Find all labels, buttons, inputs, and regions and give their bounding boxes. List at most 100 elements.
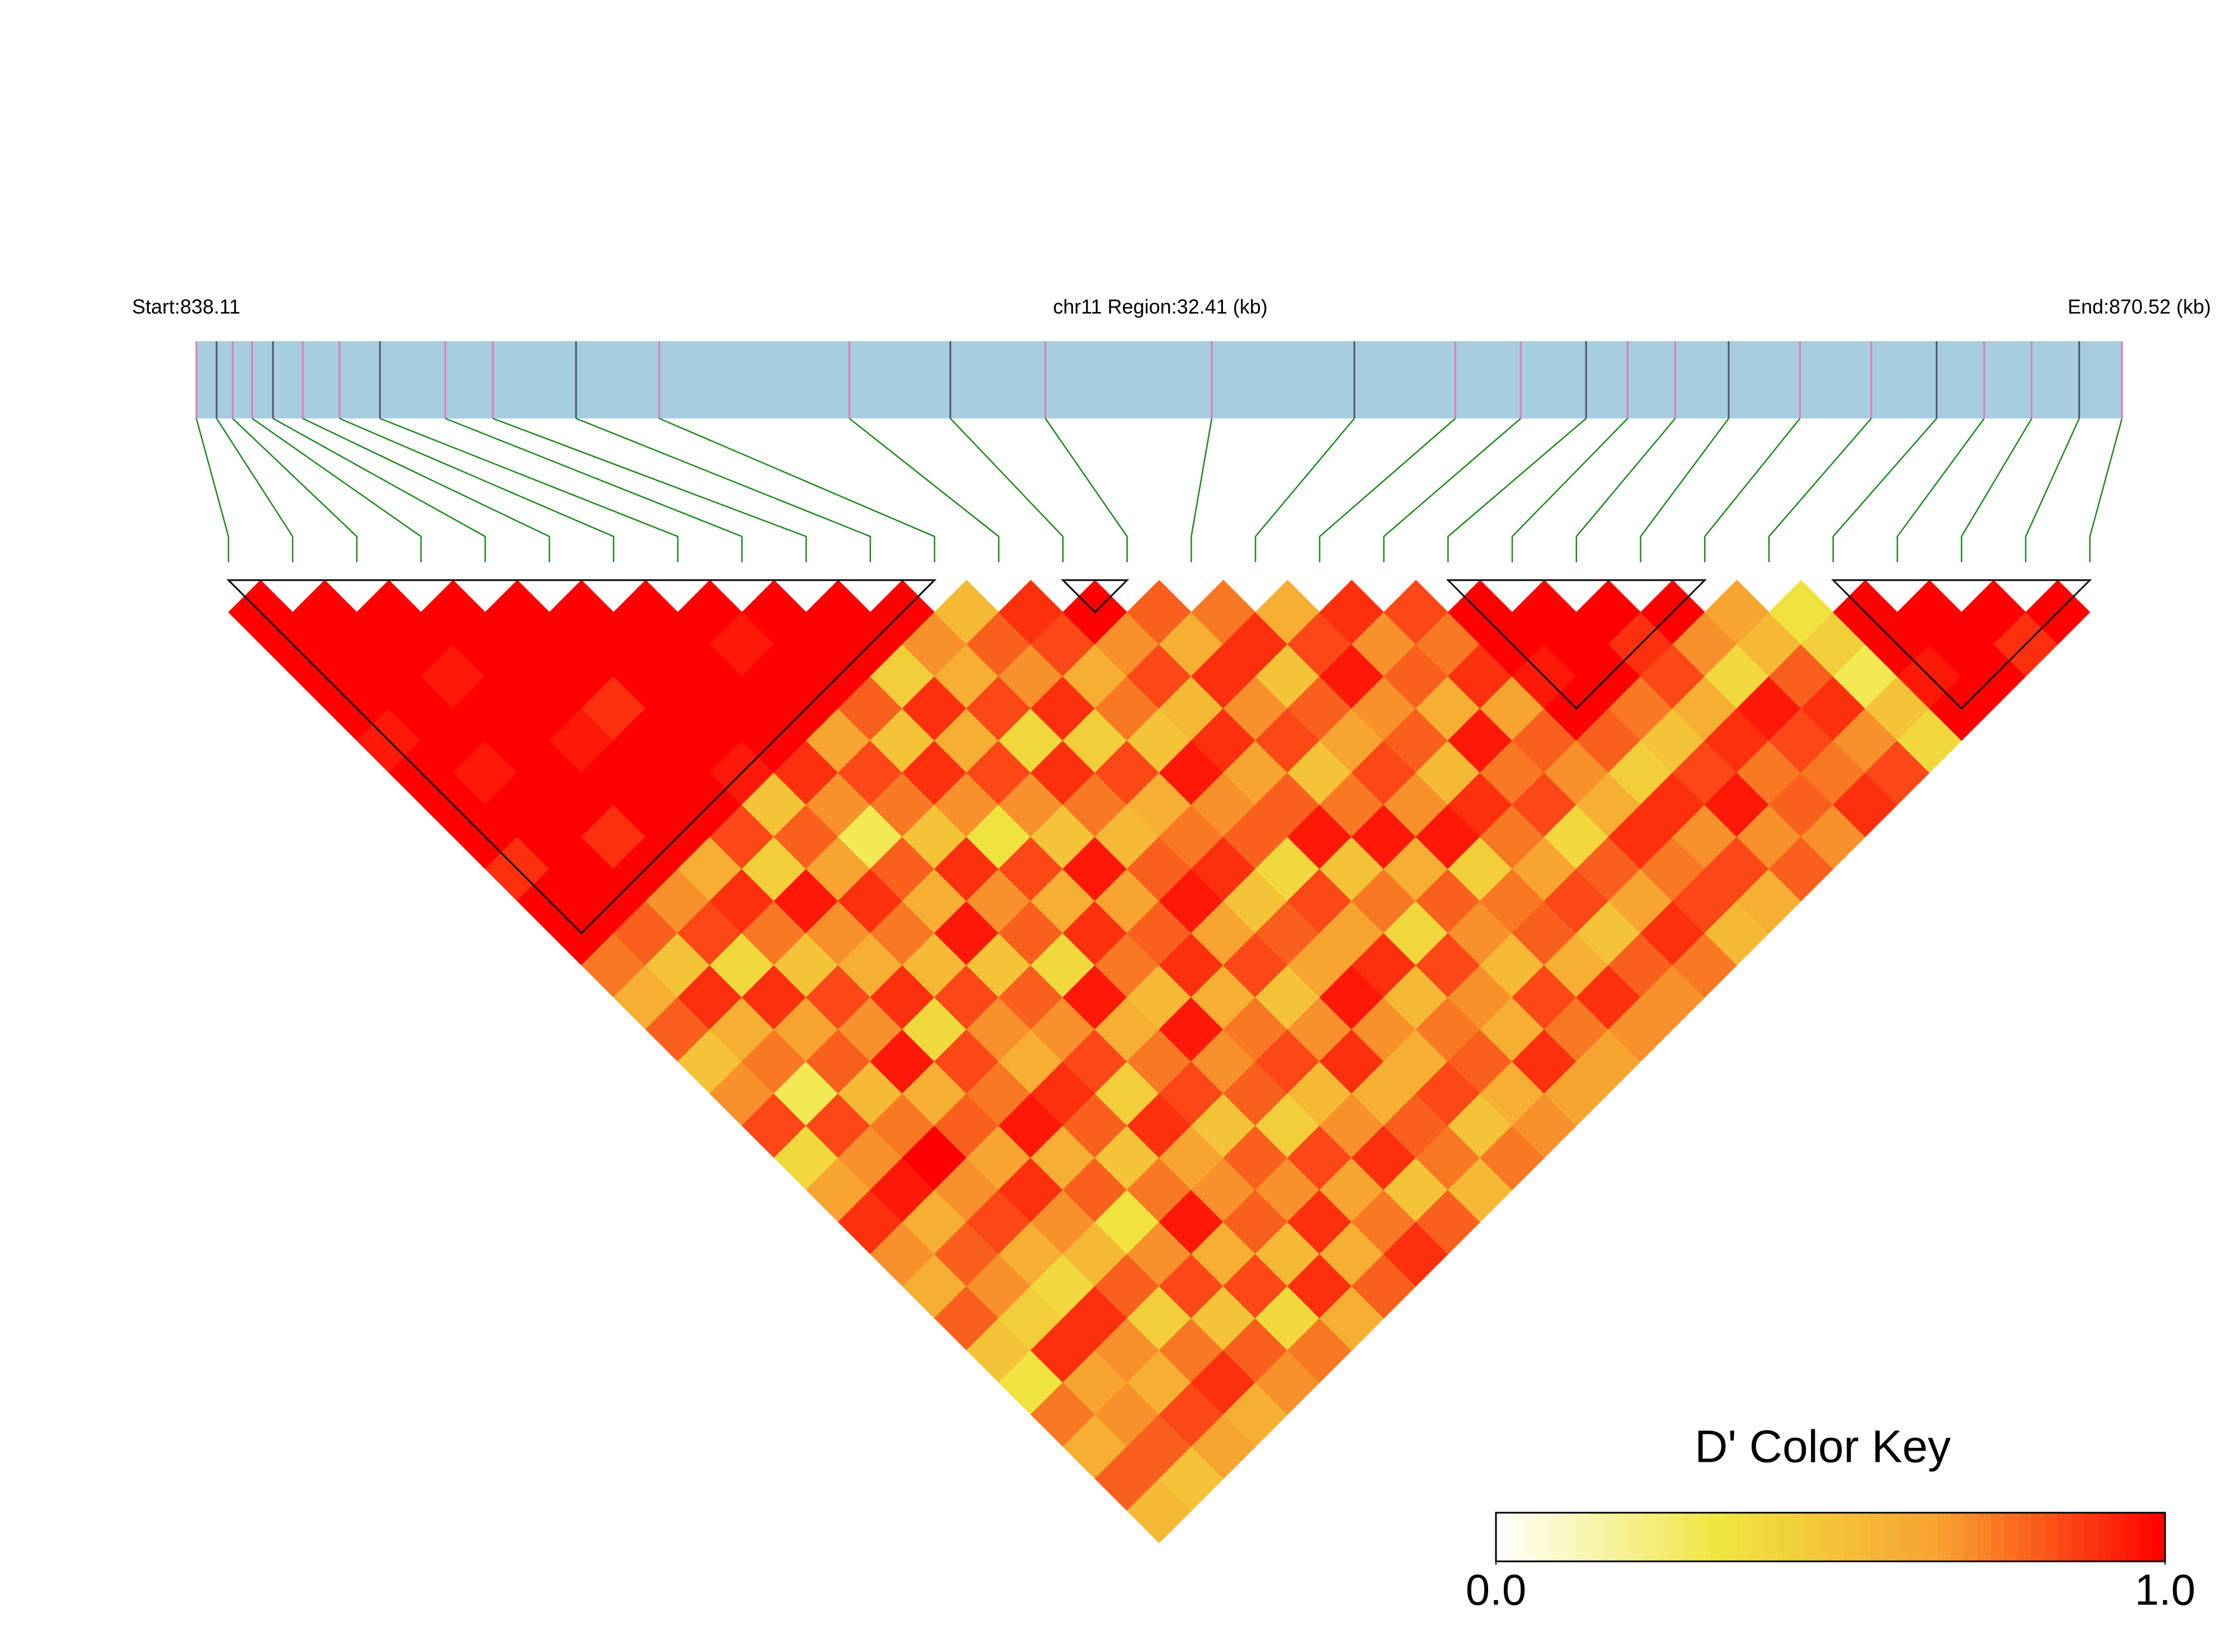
ld-cell	[709, 1061, 775, 1126]
snp-connector	[1447, 418, 1587, 562]
colorbar-frame	[1495, 1512, 2166, 1562]
ld-cell	[1833, 772, 1898, 837]
snp-connector	[2025, 418, 2080, 562]
ld-cell	[1737, 740, 1801, 806]
snp-connector	[849, 418, 1000, 562]
ld-cell	[292, 580, 357, 645]
colorbar-step	[1589, 1513, 1604, 1561]
ld-cell	[934, 772, 999, 837]
snp-connector	[1960, 418, 2032, 562]
ld-cell	[677, 1029, 742, 1094]
ld-cell	[902, 1061, 967, 1126]
snp-connector	[1319, 418, 1456, 562]
snp-connector	[1511, 418, 1629, 562]
ld-cell	[870, 964, 935, 1030]
ld-cell	[1737, 804, 1801, 869]
ld-cell	[1544, 997, 1609, 1062]
ld-cell	[837, 997, 903, 1062]
colorbar-step	[1790, 1513, 1804, 1561]
snp-connector	[1191, 418, 1213, 562]
ld-cell	[1576, 580, 1641, 645]
ld-cell	[1287, 997, 1352, 1062]
ld-cell	[902, 804, 967, 869]
ld-cell	[837, 1061, 903, 1126]
ld-cell	[1768, 772, 1834, 837]
colorbar-step	[1603, 1513, 1617, 1561]
ld-cell	[1800, 804, 1866, 869]
colorbar-step	[1750, 1513, 1765, 1561]
colorbar-step	[1763, 1513, 1778, 1561]
colorbar-step	[1496, 1513, 1510, 1561]
ld-cell	[1255, 1029, 1320, 1094]
ld-cell	[1512, 772, 1577, 837]
colorbar-step	[1669, 1513, 1684, 1561]
ld-cell	[1608, 868, 1673, 934]
colorbar-step	[1843, 1513, 1858, 1561]
snp-connector	[302, 417, 550, 562]
colorbar-step	[2058, 1513, 2072, 1561]
ld-cell	[677, 964, 742, 1030]
ld-cell	[870, 836, 935, 902]
colorbar-step	[2071, 1513, 2086, 1561]
region-start: Start:838.11	[132, 295, 240, 318]
ld-cell	[613, 580, 679, 645]
snp-connector	[379, 417, 679, 562]
ld-cell	[1800, 740, 1866, 806]
ld-cell	[870, 1093, 935, 1159]
snp-connector	[195, 418, 229, 562]
colorbar-step	[1884, 1513, 1898, 1561]
ld-cell	[420, 580, 486, 645]
ld-cell	[934, 836, 999, 902]
ld-cell	[1351, 1061, 1417, 1126]
ld-cell	[1351, 740, 1417, 806]
colorbar-step	[2085, 1513, 2099, 1561]
ld-cell	[453, 740, 518, 806]
colorbar-step	[1964, 1513, 1978, 1561]
snp-connector	[1575, 418, 1676, 562]
snp-connector	[272, 417, 486, 562]
colorbar-tick-label: 1.0	[2135, 1565, 2195, 1615]
colorbar-title: D' Color Key	[1695, 1422, 1951, 1472]
ld-cell	[1319, 1029, 1385, 1094]
ld-cell	[1319, 772, 1385, 837]
ld-cell	[517, 740, 582, 806]
colorbar-step	[2098, 1513, 2112, 1561]
colorbar-step	[1924, 1513, 1938, 1561]
colorbar-step	[1576, 1513, 1591, 1561]
colorbar-step	[1536, 1513, 1550, 1561]
ld-cell	[581, 740, 646, 806]
snp-connector	[1383, 418, 1522, 562]
colorbar-step	[2004, 1513, 2018, 1561]
ld-cell	[1319, 836, 1385, 902]
colorbar-step	[1777, 1513, 1791, 1561]
colorbar-step	[1657, 1513, 1671, 1561]
snp-connector	[1704, 418, 1801, 562]
snp-connector	[445, 417, 743, 562]
ld-cell	[1544, 804, 1609, 869]
ld-block-outline	[1831, 579, 2092, 710]
ld-cell	[1062, 1029, 1128, 1094]
ld-cell	[1351, 804, 1417, 869]
colorbar-step	[1804, 1513, 1818, 1561]
ld-cell	[517, 804, 582, 869]
colorbar-step	[1911, 1513, 1925, 1561]
ld-cell	[870, 772, 935, 837]
colorbar-step	[2152, 1513, 2166, 1561]
colorbar-step	[2125, 1513, 2139, 1561]
ld-cell	[677, 836, 742, 902]
snp-connector	[576, 417, 871, 562]
snp-connector	[232, 418, 358, 562]
ld-cell	[934, 964, 999, 1030]
colorbar-step	[1509, 1513, 1523, 1561]
ld-cell	[613, 964, 679, 1030]
ld-cell	[1512, 836, 1577, 902]
colorbar-step	[1710, 1513, 1724, 1561]
ld-cell	[934, 1093, 999, 1159]
colorbar-step	[1696, 1513, 1711, 1561]
snp-connector	[1640, 418, 1729, 562]
snp-connector	[658, 417, 935, 562]
ld-cell	[484, 580, 550, 645]
snp-connector	[252, 417, 422, 562]
ld-cell	[1094, 1061, 1160, 1126]
